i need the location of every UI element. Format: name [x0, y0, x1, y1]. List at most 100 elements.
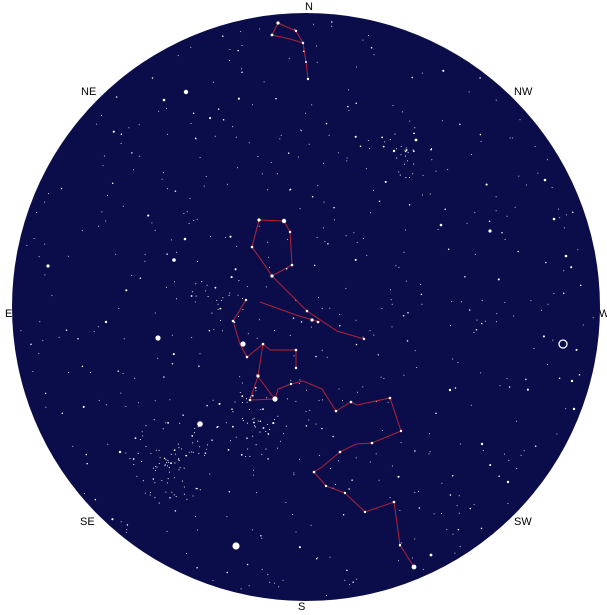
faint-star — [262, 427, 265, 429]
faint-star — [292, 514, 293, 516]
faint-star — [138, 124, 140, 126]
faint-star — [32, 371, 34, 372]
faint-star — [342, 513, 345, 516]
compass-southwest: SW — [514, 516, 532, 528]
constellation-line — [232, 299, 248, 358]
faint-star — [209, 117, 212, 120]
faint-star — [323, 162, 324, 164]
faint-star — [246, 286, 248, 288]
faint-star — [377, 353, 379, 355]
faint-star — [321, 349, 323, 351]
faint-star — [509, 137, 511, 139]
faint-star — [337, 460, 339, 462]
faint-star — [267, 574, 269, 575]
faint-star — [405, 147, 407, 149]
faint-star — [365, 168, 367, 170]
faint-star — [403, 374, 405, 376]
faint-star — [277, 415, 279, 417]
faint-star — [48, 193, 49, 195]
star — [488, 229, 492, 233]
faint-star — [356, 66, 357, 68]
faint-star — [285, 502, 287, 504]
faint-star — [45, 406, 47, 408]
faint-star — [504, 239, 506, 240]
faint-star — [318, 296, 320, 298]
faint-star — [185, 454, 188, 457]
faint-star — [183, 486, 185, 488]
faint-star — [421, 303, 423, 305]
faint-star — [208, 329, 211, 332]
star — [362, 337, 366, 341]
faint-star — [272, 422, 275, 425]
faint-star — [166, 465, 168, 467]
faint-star — [141, 461, 143, 462]
faint-star — [305, 425, 308, 427]
faint-star — [546, 159, 548, 161]
faint-star — [373, 54, 375, 56]
faint-star — [413, 132, 415, 135]
faint-star — [387, 401, 389, 403]
faint-star — [563, 270, 565, 272]
faint-star — [241, 401, 243, 404]
faint-star — [382, 145, 385, 148]
faint-star — [123, 338, 125, 340]
faint-star — [158, 110, 160, 112]
faint-star — [339, 325, 341, 327]
faint-star — [154, 312, 156, 314]
faint-star — [353, 232, 355, 234]
faint-star — [102, 165, 104, 167]
faint-star — [309, 409, 311, 411]
faint-star — [405, 150, 407, 152]
faint-star — [475, 328, 478, 331]
faint-star — [488, 220, 491, 223]
faint-star — [542, 335, 545, 338]
faint-star — [552, 339, 554, 341]
faint-star — [68, 372, 70, 373]
faint-star — [213, 81, 215, 83]
faint-star — [451, 474, 454, 477]
faint-star — [533, 348, 535, 349]
faint-star — [186, 211, 188, 213]
faint-star — [232, 126, 234, 128]
faint-star — [354, 258, 357, 261]
faint-star — [275, 97, 277, 100]
faint-star — [241, 71, 243, 73]
faint-star — [391, 303, 393, 305]
faint-star — [195, 283, 197, 285]
faint-star — [158, 449, 160, 451]
faint-star — [389, 497, 391, 498]
faint-star — [327, 242, 329, 245]
faint-star — [484, 320, 486, 322]
faint-star — [219, 319, 222, 321]
faint-star — [230, 440, 232, 442]
faint-star — [321, 427, 323, 430]
faint-star — [103, 155, 105, 157]
faint-star — [240, 31, 242, 33]
star — [552, 217, 556, 221]
faint-star — [155, 466, 157, 467]
faint-star — [356, 391, 358, 393]
faint-star — [94, 498, 97, 501]
faint-star — [156, 466, 158, 468]
faint-star — [310, 326, 312, 328]
faint-star — [449, 494, 452, 496]
faint-star — [401, 542, 403, 544]
faint-star — [142, 480, 144, 482]
faint-star — [381, 136, 384, 139]
faint-star — [158, 502, 160, 504]
star — [244, 298, 248, 302]
faint-star — [518, 175, 520, 177]
faint-star — [405, 177, 407, 179]
faint-star — [232, 425, 234, 428]
faint-star — [558, 208, 560, 210]
faint-star — [173, 449, 176, 451]
faint-star — [329, 307, 331, 309]
faint-star — [322, 399, 323, 401]
faint-star — [279, 440, 281, 442]
faint-star — [252, 418, 254, 420]
faint-star — [253, 421, 255, 424]
faint-star — [497, 278, 500, 281]
faint-star — [238, 315, 240, 318]
faint-star — [318, 400, 320, 402]
faint-star — [293, 355, 295, 357]
